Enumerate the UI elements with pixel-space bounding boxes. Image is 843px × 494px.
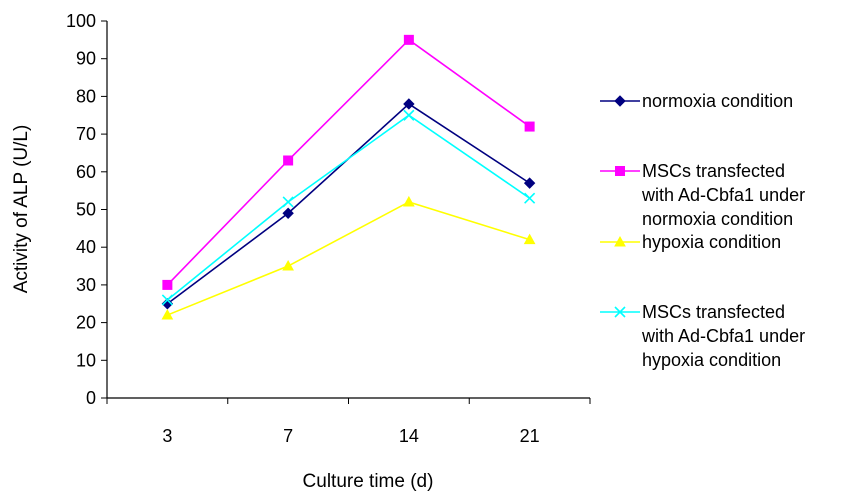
- series-layer: [161, 34, 536, 320]
- data-point: [283, 155, 294, 166]
- series-line: [166, 114, 531, 301]
- y-tick-label: 70: [76, 124, 96, 144]
- data-point: [282, 260, 294, 271]
- y-tick-label: 100: [66, 11, 96, 31]
- series-2: [162, 34, 535, 290]
- series-4: [161, 109, 536, 306]
- axes: 0 10 20 30 40 50 60 70 80 90 100 3 7 14 21: [66, 11, 591, 446]
- data-point: [282, 196, 294, 208]
- legend-item: normoxia condition: [600, 91, 793, 111]
- data-point: [403, 109, 415, 121]
- y-tick-label: 90: [76, 49, 96, 69]
- legend-item: MSCs transfected with Ad-Cbfa1 under hypox…: [600, 302, 805, 370]
- legend-item: hypoxia condition: [600, 232, 781, 252]
- legend-label: with Ad-Cbfa1 under: [641, 185, 805, 205]
- x-tick-label: 3: [162, 426, 172, 446]
- data-point: [524, 121, 535, 132]
- data-point: [161, 309, 174, 320]
- y-tick-label: 80: [76, 86, 96, 106]
- data-point: [524, 192, 536, 204]
- data-point: [403, 98, 415, 110]
- legend-label: with Ad-Cbfa1 under: [641, 326, 805, 346]
- y-tick-label: 50: [76, 200, 96, 220]
- legend-swatch-marker: [615, 166, 625, 176]
- series-3: [161, 195, 536, 320]
- legend-label: MSCs transfected: [642, 302, 785, 322]
- legend-swatch-marker: [614, 306, 626, 318]
- legend-swatch-marker: [614, 95, 626, 107]
- series-line: [167, 201, 530, 316]
- y-tick-label: 0: [86, 388, 96, 408]
- data-point: [403, 34, 414, 45]
- series-line: [166, 102, 531, 305]
- x-tick-label: 14: [399, 426, 419, 446]
- legend-label: hypoxia condition: [642, 232, 781, 252]
- x-axis-title: Culture time (d): [303, 471, 434, 492]
- data-point: [523, 233, 536, 245]
- y-tick-label: 40: [76, 237, 96, 257]
- y-tick-label: 20: [76, 313, 96, 333]
- x-tick-label: 21: [520, 426, 540, 446]
- legend-item: MSCs transfected with Ad-Cbfa1 under normo…: [600, 161, 805, 229]
- y-tick-label: 10: [76, 350, 96, 370]
- legend-label: normoxia condition: [642, 209, 793, 229]
- y-axis-title: Activity of ALP (U/L): [11, 125, 32, 294]
- y-tick-label: 60: [76, 162, 96, 182]
- legend-label: hypoxia condition: [642, 350, 781, 370]
- legend-swatch-marker: [614, 235, 626, 247]
- data-point: [282, 207, 294, 219]
- legend-label: MSCs transfected: [642, 161, 785, 181]
- data-point: [523, 177, 536, 189]
- data-point: [162, 279, 173, 290]
- y-tick-label: 30: [76, 275, 96, 295]
- legend: normoxia condition MSCs transfected with A…: [600, 91, 805, 370]
- data-point: [161, 298, 174, 310]
- data-point: [403, 195, 415, 207]
- x-tick-label: 7: [283, 426, 293, 446]
- series-1: [161, 98, 536, 310]
- series-line: [166, 38, 531, 286]
- data-point: [161, 294, 173, 306]
- legend-label: normoxia condition: [642, 91, 793, 111]
